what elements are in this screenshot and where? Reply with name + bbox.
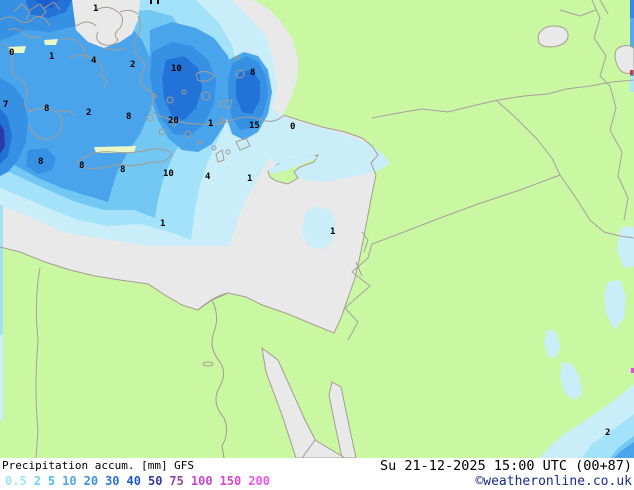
- caption-bar: Precipitation accum. [mm] GFS Su 21-12-2…: [0, 458, 634, 490]
- legend-value: 2: [33, 474, 41, 488]
- marmara-sea: [72, 0, 140, 48]
- map-title: Precipitation accum. [mm] GFS: [2, 459, 195, 472]
- precip-value-label: 20: [168, 116, 179, 126]
- precip-value-label: 1: [93, 4, 98, 14]
- precip-value-label: 7: [3, 100, 8, 110]
- legend-value: 0.5: [5, 474, 27, 488]
- legend-value: 50: [147, 474, 163, 488]
- precip-value-label: 2: [605, 428, 610, 438]
- edge-marks: [150, 0, 634, 373]
- precip-value-label: 1: [330, 227, 335, 237]
- precip-value-label: 8: [44, 104, 49, 114]
- lakes: [537, 25, 634, 74]
- cyprus-island: [267, 154, 319, 185]
- legend-value: 30: [105, 474, 120, 488]
- copyright-link[interactable]: ©weatheronline.co.uk: [475, 474, 632, 489]
- precip-value-label: 2: [130, 60, 135, 70]
- lake-urmia: [614, 45, 634, 74]
- precip-value-label: 8: [79, 161, 84, 171]
- precip-value-label: 1: [49, 52, 54, 62]
- legend-value: 10: [62, 474, 77, 488]
- legend-value: 5: [47, 474, 56, 488]
- legend-value: 40: [126, 474, 141, 488]
- country-borders: [35, 0, 634, 458]
- precipitation-map[interactable]: 1 0 1 4 2 10 8 7 8 2 8 20 1 15 0 8 8 8 10 4 1 1 1 2: [0, 0, 634, 458]
- precip-value-label: 1: [160, 219, 165, 229]
- lake-van: [537, 25, 569, 48]
- precip-value-label: 8: [120, 165, 125, 175]
- precip-value-label: 8: [38, 157, 43, 167]
- land-areas: [0, 0, 634, 458]
- legend-value: 150: [219, 474, 242, 488]
- map-datetime: Su 21-12-2025 15:00 UTC (00+87): [380, 458, 632, 474]
- precip-value-label: 0: [9, 48, 14, 58]
- precip-value-label: 10: [171, 64, 182, 74]
- precip-value-label: 0: [290, 122, 295, 132]
- precip-value-label: 15: [249, 121, 260, 131]
- precip-value-label: 2: [86, 108, 91, 118]
- legend-value: 100: [190, 474, 213, 488]
- red-sea-gulfs: [261, 346, 357, 458]
- precip-value-label: 8: [126, 112, 131, 122]
- precip-value-label: 8: [250, 68, 255, 78]
- precip-value-label: 4: [205, 172, 211, 182]
- precip-value-label: 1: [208, 119, 213, 129]
- precip-value-label: 10: [163, 169, 174, 179]
- precip-value-label: 4: [91, 56, 97, 66]
- legend-value: 200: [248, 474, 270, 488]
- legend-value: 20: [83, 474, 99, 488]
- precipitation-legend: 0.5 2 5 10 20 30 40 50 75 100 150 200: [5, 474, 270, 488]
- legend-value: 75: [169, 474, 184, 488]
- precip-value-label: 1: [247, 174, 252, 184]
- coastlines: [0, 1, 379, 458]
